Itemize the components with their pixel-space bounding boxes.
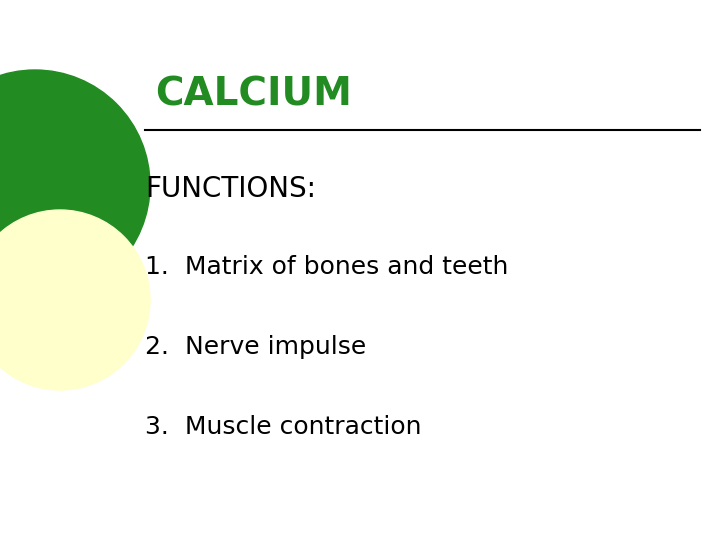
Text: CALCIUM: CALCIUM — [155, 75, 352, 113]
Text: 1.  Matrix of bones and teeth: 1. Matrix of bones and teeth — [145, 255, 508, 279]
Circle shape — [0, 210, 150, 390]
Text: 3.  Muscle contraction: 3. Muscle contraction — [145, 415, 421, 439]
Text: 2.  Nerve impulse: 2. Nerve impulse — [145, 335, 366, 359]
Text: FUNCTIONS:: FUNCTIONS: — [145, 175, 316, 203]
Circle shape — [0, 70, 150, 300]
